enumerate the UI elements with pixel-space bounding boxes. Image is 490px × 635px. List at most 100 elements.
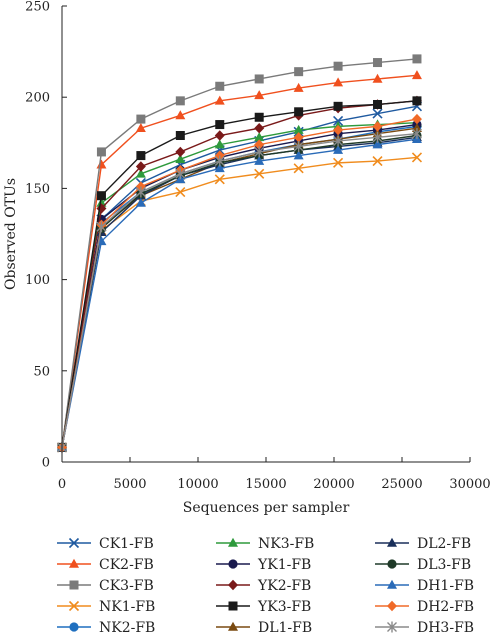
legend: CK1-FB CK2-FB CK3-FB NK1-FB NK2-FB NK3-FB YK1-…	[57, 536, 474, 635]
series-line	[61, 123, 418, 448]
series-dl2-fb	[57, 132, 422, 452]
axes: 0 50 100 150 200 250 0 5000 10000 15000 20000 25000…	[3, 0, 490, 516]
legend-marker	[387, 559, 397, 569]
data-point	[372, 131, 383, 143]
legend-label: NK1-FB	[99, 599, 155, 615]
data-point	[411, 123, 422, 133]
legend-marker	[387, 537, 397, 547]
legend-item-dl2-fb: DL2-FB	[375, 536, 471, 552]
series-line	[61, 125, 418, 448]
legend-label: NK2-FB	[99, 620, 155, 635]
x-axis-title: Sequences per sampler	[183, 500, 350, 516]
series-yk2-fb	[57, 95, 422, 453]
data-point	[215, 120, 225, 130]
series-dh1-fb	[57, 133, 422, 452]
series-dl1-fb	[57, 123, 422, 452]
data-point	[175, 154, 186, 164]
data-point	[214, 163, 225, 173]
legend-marker	[228, 559, 238, 569]
legend-marker	[68, 600, 80, 612]
legend-label: NK3-FB	[258, 536, 314, 552]
legend-label: DH3-FB	[417, 620, 474, 635]
legend-label: DH2-FB	[417, 599, 474, 615]
data-point	[412, 96, 422, 106]
legend-marker	[387, 600, 397, 612]
data-point	[372, 155, 383, 167]
legend-label: DH1-FB	[417, 578, 474, 594]
data-point	[96, 221, 107, 233]
data-point	[175, 146, 186, 158]
legend-item-ck2-fb: CK2-FB	[57, 557, 154, 573]
data-point	[254, 146, 265, 158]
data-point	[333, 101, 343, 111]
data-point	[293, 150, 304, 160]
data-point	[214, 95, 225, 105]
data-point	[254, 132, 265, 142]
legend-item-ck1-fb: CK1-FB	[57, 536, 154, 552]
data-point	[96, 147, 106, 157]
data-point	[96, 197, 107, 207]
x-tick-label: 30000	[449, 477, 490, 492]
data-point	[136, 151, 146, 161]
series-line	[61, 136, 418, 448]
data-point	[372, 108, 383, 119]
data-point	[135, 161, 146, 172]
legend-marker	[228, 621, 238, 631]
data-point	[293, 140, 304, 152]
data-point	[214, 139, 225, 149]
data-point	[175, 96, 185, 106]
y-tick-label: 50	[33, 364, 50, 379]
legend-item-dh3-fb: DH3-FB	[375, 620, 474, 635]
legend-item-nk2-fb: NK2-FB	[57, 620, 155, 635]
data-point	[215, 81, 225, 91]
series-line	[61, 118, 418, 448]
data-point	[175, 168, 186, 180]
legend-item-nk3-fb: NK3-FB	[216, 536, 314, 552]
series-line	[61, 138, 418, 448]
data-point	[411, 70, 422, 80]
data-point	[372, 139, 383, 149]
data-point	[96, 191, 106, 201]
data-point	[175, 110, 186, 120]
data-point	[254, 90, 265, 100]
legend-label: CK2-FB	[99, 557, 154, 573]
legend-marker	[69, 558, 79, 568]
data-point	[175, 186, 186, 198]
y-tick-label: 250	[25, 0, 50, 15]
legend-item-yk2-fb: YK2-FB	[216, 578, 311, 594]
data-point	[333, 135, 344, 147]
data-point	[293, 132, 304, 143]
data-point	[412, 54, 422, 64]
legend-item-dh2-fb: DH2-FB	[375, 599, 474, 615]
legend-marker	[228, 537, 238, 547]
data-point	[333, 157, 344, 168]
x-tick-label: 15000	[245, 477, 286, 492]
legend-label: DL3-FB	[417, 557, 471, 573]
series-dl3-fb	[57, 130, 422, 453]
legend-label: YK1-FB	[257, 557, 311, 573]
legend-marker	[387, 579, 397, 589]
data-point	[333, 77, 344, 87]
y-axis-title: Observed OTUs	[3, 178, 19, 290]
legend-marker	[228, 601, 238, 611]
data-point	[333, 115, 344, 126]
data-point	[373, 58, 383, 68]
legend-item-yk3-fb: YK3-FB	[216, 599, 311, 615]
series-nk3-fb	[57, 117, 422, 452]
plot-area	[56, 54, 423, 453]
data-point	[214, 155, 225, 167]
x-tick-label: 0	[58, 477, 66, 492]
y-tick-label: 100	[25, 273, 50, 288]
legend-marker	[69, 580, 79, 590]
legend-label: YK3-FB	[257, 599, 311, 615]
data-point	[373, 99, 383, 109]
legend-item-yk1-fb: YK1-FB	[216, 557, 311, 573]
legend-marker	[68, 537, 80, 549]
legend-label: YK2-FB	[257, 578, 311, 594]
series-line	[61, 156, 418, 448]
data-point	[254, 139, 265, 150]
legend-label: DL2-FB	[417, 536, 471, 552]
data-point	[333, 124, 344, 136]
series-line	[61, 100, 418, 448]
